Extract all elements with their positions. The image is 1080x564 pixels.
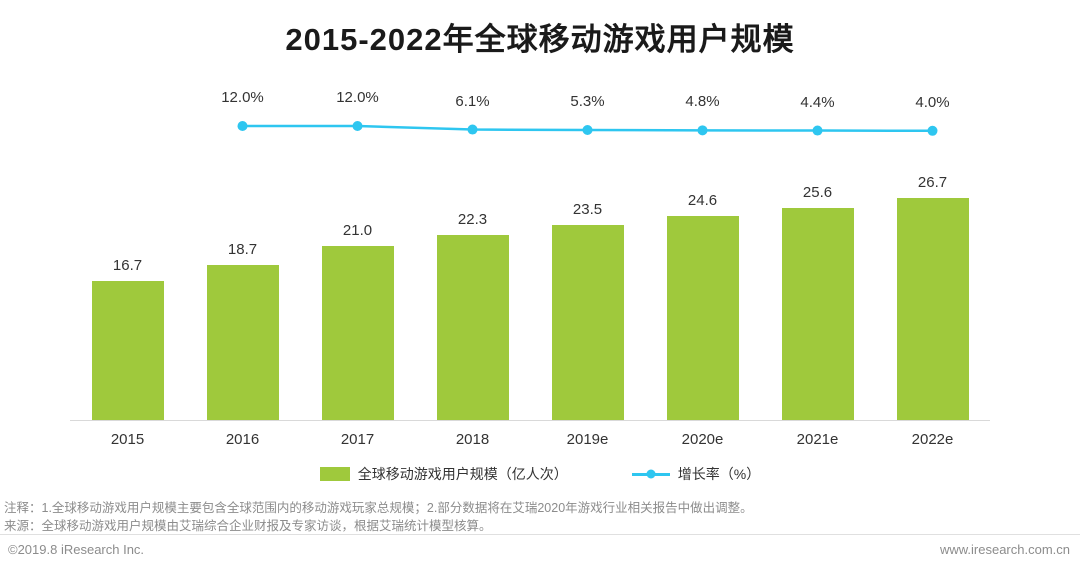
x-axis-label: 2015 [110, 431, 145, 448]
bar-value-label: 22.3 [457, 210, 488, 228]
chart-title: 2015-2022年全球移动游戏用户规模 [285, 22, 795, 57]
legend-item-bar: 全球移动游戏用户规模（亿人次） [319, 464, 568, 484]
bar-value-label: 18.7 [227, 240, 258, 258]
bar-2020e [666, 215, 739, 420]
growth-rate-label: 4.4% [800, 93, 835, 111]
bar-2018 [436, 234, 509, 420]
bar-2019e [551, 224, 624, 420]
legend: 全球移动游戏用户规模（亿人次） 增长率（%） [0, 464, 1080, 484]
growth-rate-label: 12.0% [221, 89, 264, 106]
x-axis-label: 2017 [340, 431, 375, 448]
bar-2021e [781, 207, 854, 420]
growth-rate-label: 4.0% [915, 93, 950, 111]
legend-item-line: 增长率（%） [631, 464, 761, 484]
growth-rate-label: 12.0% [336, 89, 379, 106]
line-legend-dot-icon [646, 469, 656, 479]
bar-2017 [321, 245, 394, 420]
x-axis-label: 2021e [796, 431, 839, 448]
bar-value-label: 23.5 [572, 200, 603, 218]
note-line-2: 来源：全球移动游戏用户规模由艾瑞综合企业财报及专家访谈，根据艾瑞统计模型核算。 [4, 519, 492, 533]
bar-legend-swatch [319, 467, 350, 481]
growth-rate-point [927, 125, 938, 136]
bar-2022e [896, 198, 969, 420]
bar-value-label: 16.7 [112, 257, 143, 275]
bar-legend-label: 全球移动游戏用户规模（亿人次） [357, 466, 568, 482]
growth-rate-point [582, 125, 593, 136]
x-axis-label: 2016 [225, 431, 260, 448]
x-axis-label: 2020e [681, 431, 724, 448]
x-axis-label: 2019e [566, 431, 609, 448]
x-axis-label: 2022e [911, 431, 954, 448]
bar-value-label: 26.7 [917, 174, 948, 192]
line-legend-label: 增长率（%） [677, 466, 761, 482]
growth-rate-point [812, 125, 823, 136]
growth-rate-label: 6.1% [455, 92, 490, 110]
growth-rate-point [352, 121, 363, 131]
growth-rate-label: 4.8% [685, 93, 720, 111]
copyright-text: ©2019.8 iResearch Inc. [8, 542, 145, 557]
footer-divider [0, 534, 1080, 535]
website-url: www.iresearch.com.cn [939, 542, 1070, 557]
bar-value-label: 25.6 [802, 183, 833, 201]
bar-value-label: 24.6 [687, 191, 718, 209]
bar-2015 [91, 281, 164, 420]
plot-area: 16.7 2015 18.7 2016 21.0 2017 22.3 2018 23.5 2019… [70, 80, 990, 448]
growth-rate-label: 5.3% [570, 93, 605, 111]
bar-2016 [206, 264, 279, 420]
growth-rate-line-layer [237, 121, 938, 136]
x-axis-label: 2018 [455, 431, 490, 448]
line-legend-swatch [631, 469, 670, 479]
growth-rate-point [697, 125, 708, 136]
note-line-1: 注释：1.全球移动游戏用户规模主要包含全球范围内的移动游戏玩家总规模；2.部分数… [4, 501, 753, 515]
growth-rate-point [237, 121, 248, 131]
bar-value-label: 21.0 [342, 221, 373, 239]
growth-rate-point [467, 124, 478, 135]
